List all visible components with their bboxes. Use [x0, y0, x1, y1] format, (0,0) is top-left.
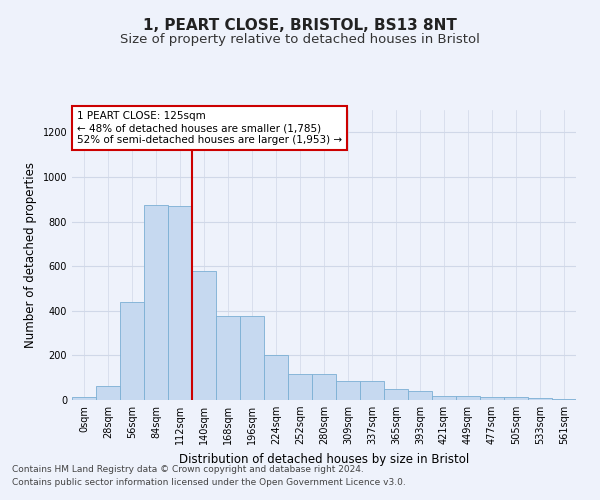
Y-axis label: Number of detached properties: Number of detached properties — [24, 162, 37, 348]
Bar — [192, 270, 216, 400]
Bar — [360, 381, 384, 400]
Bar — [72, 396, 96, 400]
Bar — [216, 316, 240, 400]
Bar — [552, 399, 576, 400]
Text: Size of property relative to detached houses in Bristol: Size of property relative to detached ho… — [120, 32, 480, 46]
Text: Contains public sector information licensed under the Open Government Licence v3: Contains public sector information licen… — [12, 478, 406, 487]
Bar — [264, 356, 288, 400]
Bar — [336, 381, 360, 400]
Bar — [96, 386, 120, 400]
Bar — [240, 316, 264, 400]
Text: 1, PEART CLOSE, BRISTOL, BS13 8NT: 1, PEART CLOSE, BRISTOL, BS13 8NT — [143, 18, 457, 32]
Text: 1 PEART CLOSE: 125sqm
← 48% of detached houses are smaller (1,785)
52% of semi-d: 1 PEART CLOSE: 125sqm ← 48% of detached … — [77, 112, 342, 144]
X-axis label: Distribution of detached houses by size in Bristol: Distribution of detached houses by size … — [179, 452, 469, 466]
Bar — [312, 374, 336, 400]
Bar — [384, 389, 408, 400]
Bar — [528, 398, 552, 400]
Bar — [480, 396, 504, 400]
Bar — [144, 205, 168, 400]
Bar — [504, 396, 528, 400]
Bar — [120, 302, 144, 400]
Bar — [432, 396, 456, 400]
Bar — [168, 206, 192, 400]
Bar — [288, 374, 312, 400]
Text: Contains HM Land Registry data © Crown copyright and database right 2024.: Contains HM Land Registry data © Crown c… — [12, 466, 364, 474]
Bar — [456, 396, 480, 400]
Bar — [408, 391, 432, 400]
